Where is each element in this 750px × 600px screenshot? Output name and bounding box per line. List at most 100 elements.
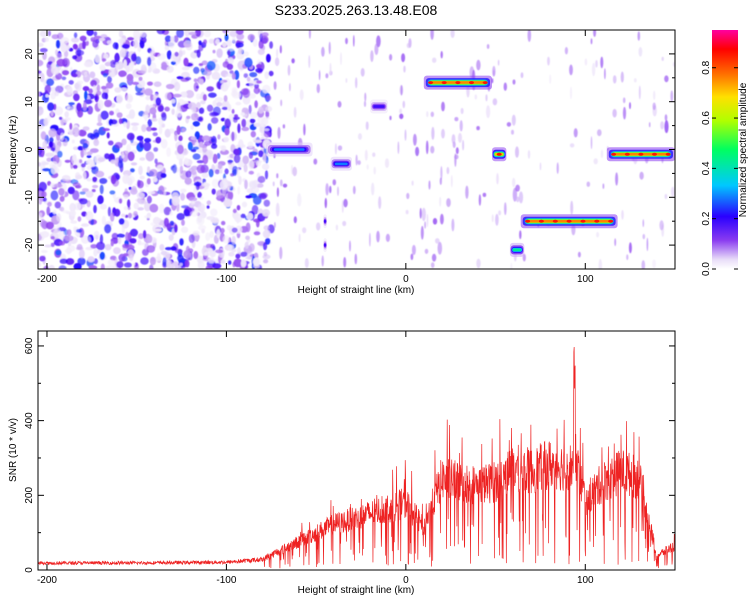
heatmap-noise-blob [646, 237, 649, 251]
heatmap-noise-blob [210, 243, 215, 250]
heatmap-noise-blob [42, 140, 48, 149]
heatmap-noise-blob [80, 235, 90, 244]
x-tick-label: -200 [37, 575, 57, 586]
heatmap-noise-blob [193, 251, 199, 259]
heatmap-noise-blob [136, 192, 145, 199]
heatmap-noise-blob [183, 209, 190, 217]
heatmap-noise-blob [170, 99, 176, 104]
heatmap-noise-blob [243, 163, 248, 173]
colorbar-label: Normalized spectral amplitude [738, 82, 749, 217]
heatmap-noise-blob [48, 264, 55, 269]
heatmap-noise-blob [369, 232, 371, 247]
heatmap-noise-blob [405, 209, 409, 215]
heatmap-noise-blob [180, 91, 188, 98]
heatmap-noise-blob [245, 235, 251, 240]
heatmap-noise-blob [184, 76, 192, 81]
heatmap-noise-blob [633, 78, 637, 83]
heatmap-noise-blob [150, 222, 156, 226]
x-tick-label: 0 [403, 274, 409, 285]
heatmap-noise-blob [149, 169, 158, 177]
heatmap-noise-blob [38, 198, 42, 205]
heatmap-noise-blob [515, 146, 519, 158]
heatmap-noise-blob [172, 164, 178, 174]
heatmap-noise-blob [119, 49, 126, 58]
heatmap-noise-blob [389, 54, 393, 61]
heatmap-noise-blob [263, 131, 271, 138]
heatmap-noise-blob [147, 81, 153, 86]
heatmap-noise-blob [426, 213, 429, 228]
heatmap-noise-blob [70, 220, 78, 224]
heatmap-noise-blob [123, 121, 127, 128]
heatmap-noise-blob [249, 72, 258, 78]
heatmap-noise-blob [358, 133, 362, 140]
heatmap-noise-blob [190, 200, 196, 205]
heatmap-noise-blob [236, 167, 240, 178]
heatmap-noise-blob [85, 211, 94, 221]
heatmap-noise-blob [55, 72, 63, 80]
heatmap-noise-blob [92, 176, 98, 183]
heatmap-noise-blob [262, 209, 270, 217]
heatmap-noise-blob [183, 57, 189, 67]
heatmap-noise-blob [126, 144, 131, 153]
heatmap-noise-blob [357, 160, 361, 166]
heatmap-noise-blob [42, 197, 47, 202]
heatmap-noise-blob [248, 151, 254, 159]
heatmap-noise-blob [182, 50, 186, 55]
heatmap-noise-blob [222, 30, 229, 34]
heatmap-noise-blob [93, 139, 100, 147]
heatmap-noise-blob [104, 244, 112, 251]
heatmap-noise-blob [82, 101, 87, 111]
heatmap-noise-blob [172, 93, 182, 98]
heatmap-noise-blob [462, 139, 465, 151]
heatmap-noise-blob [72, 55, 78, 60]
heatmap-noise-blob [59, 195, 65, 202]
heatmap-noise-blob [664, 120, 669, 134]
heatmap-feature [520, 214, 618, 229]
heatmap-noise-blob [291, 58, 295, 64]
heatmap-noise-blob [92, 85, 97, 93]
heatmap-noise-blob [240, 259, 247, 268]
heatmap-noise-blob [237, 123, 241, 134]
heatmap-noise-blob [231, 72, 236, 80]
heatmap-noise-blob [101, 58, 107, 62]
heatmap-noise-blob [156, 171, 164, 180]
heatmap-noise-blob [211, 217, 220, 225]
heatmap-noise-blob [512, 79, 516, 85]
heatmap-noise-blob [321, 255, 324, 267]
heatmap-noise-blob [99, 65, 106, 71]
heatmap-noise-blob [110, 119, 118, 125]
heatmap-noise-blob [145, 95, 150, 101]
heatmap-noise-blob [185, 90, 195, 99]
heatmap-noise-blob [264, 71, 270, 80]
heatmap-noise-blob [614, 238, 617, 247]
heatmap-noise-blob [47, 114, 51, 123]
heatmap-noise-blob [123, 206, 128, 211]
heatmap-noise-blob [102, 128, 110, 132]
heatmap-noise-blob [506, 122, 512, 127]
heatmap-noise-blob [129, 254, 134, 262]
heatmap-noise-blob [82, 40, 86, 50]
heatmap-noise-blob [38, 212, 43, 218]
x-tick-label: 100 [577, 575, 594, 586]
heatmap-noise-blob [155, 97, 162, 106]
heatmap-noise-blob [166, 65, 174, 73]
heatmap-noise-blob [137, 207, 145, 211]
heatmap-noise-blob [598, 259, 603, 269]
heatmap-noise-blob [125, 231, 129, 242]
heatmap-noise-blob [245, 222, 251, 233]
heatmap-noise-blob [73, 93, 80, 102]
heatmap-noise-blob [276, 173, 279, 179]
heatmap-noise-blob [102, 73, 108, 78]
heatmap-noise-blob [229, 30, 238, 37]
heatmap-noise-blob [263, 225, 270, 231]
heatmap-noise-blob [264, 116, 271, 120]
heatmap-noise-blob [104, 224, 112, 234]
heatmap-noise-blob [87, 236, 92, 244]
heatmap-noise-blob [109, 190, 116, 195]
heatmap-noise-blob [253, 160, 263, 164]
heatmap-noise-blob [236, 247, 241, 253]
heatmap-noise-blob [168, 128, 175, 134]
heatmap-noise-blob [220, 83, 229, 92]
heatmap-noise-blob [224, 33, 229, 42]
